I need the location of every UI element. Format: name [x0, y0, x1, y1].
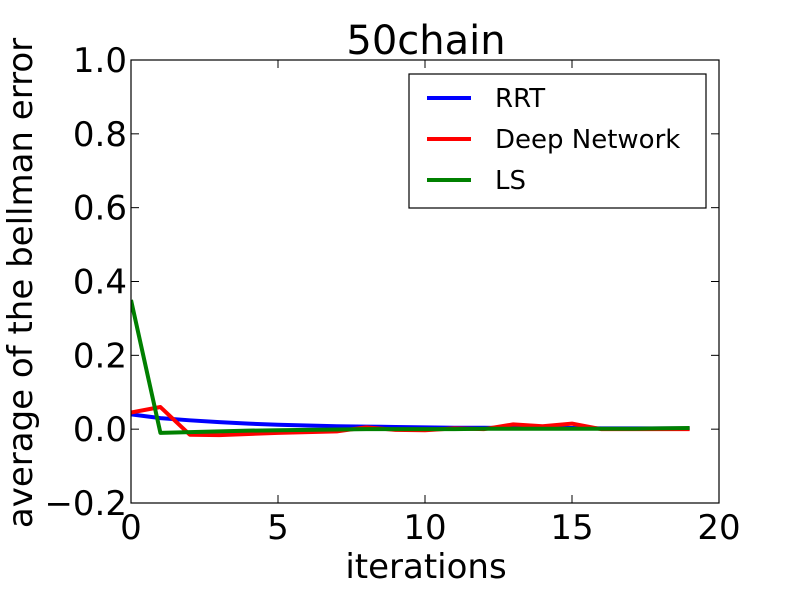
x-tick-label: 0	[120, 508, 142, 548]
y-axis-label: average of the bellman error	[1, 38, 41, 528]
x-tick-label: 20	[697, 508, 740, 548]
x-tick-label: 10	[403, 508, 446, 548]
plot-area: 0 5 10 15 20 −0.2 0.0 0.2 0.4 0.6 0.8 1.0	[44, 41, 740, 548]
x-axis-label: iterations	[345, 547, 506, 587]
chart-title: 50chain	[346, 18, 505, 64]
legend-label-deep-network: Deep Network	[495, 125, 680, 155]
legend-label-rrt: RRT	[495, 84, 545, 114]
y-tick-label: 1.0	[73, 41, 127, 81]
y-tick-label: 0.8	[73, 115, 127, 155]
y-tick-label: 0.6	[73, 189, 127, 229]
series-line-rrt	[131, 412, 690, 431]
x-tick-label: 5	[267, 508, 289, 548]
legend-label-ls: LS	[495, 166, 526, 196]
legend: RRT Deep Network LS	[408, 73, 707, 209]
y-tick-label: 0.2	[73, 336, 127, 376]
y-tick-label: 0.0	[73, 410, 127, 450]
x-tick-label: 15	[550, 508, 593, 548]
y-tick-label: 0.4	[73, 263, 127, 303]
y-tick-label: −0.2	[44, 484, 127, 524]
series-line-ls	[131, 299, 690, 435]
